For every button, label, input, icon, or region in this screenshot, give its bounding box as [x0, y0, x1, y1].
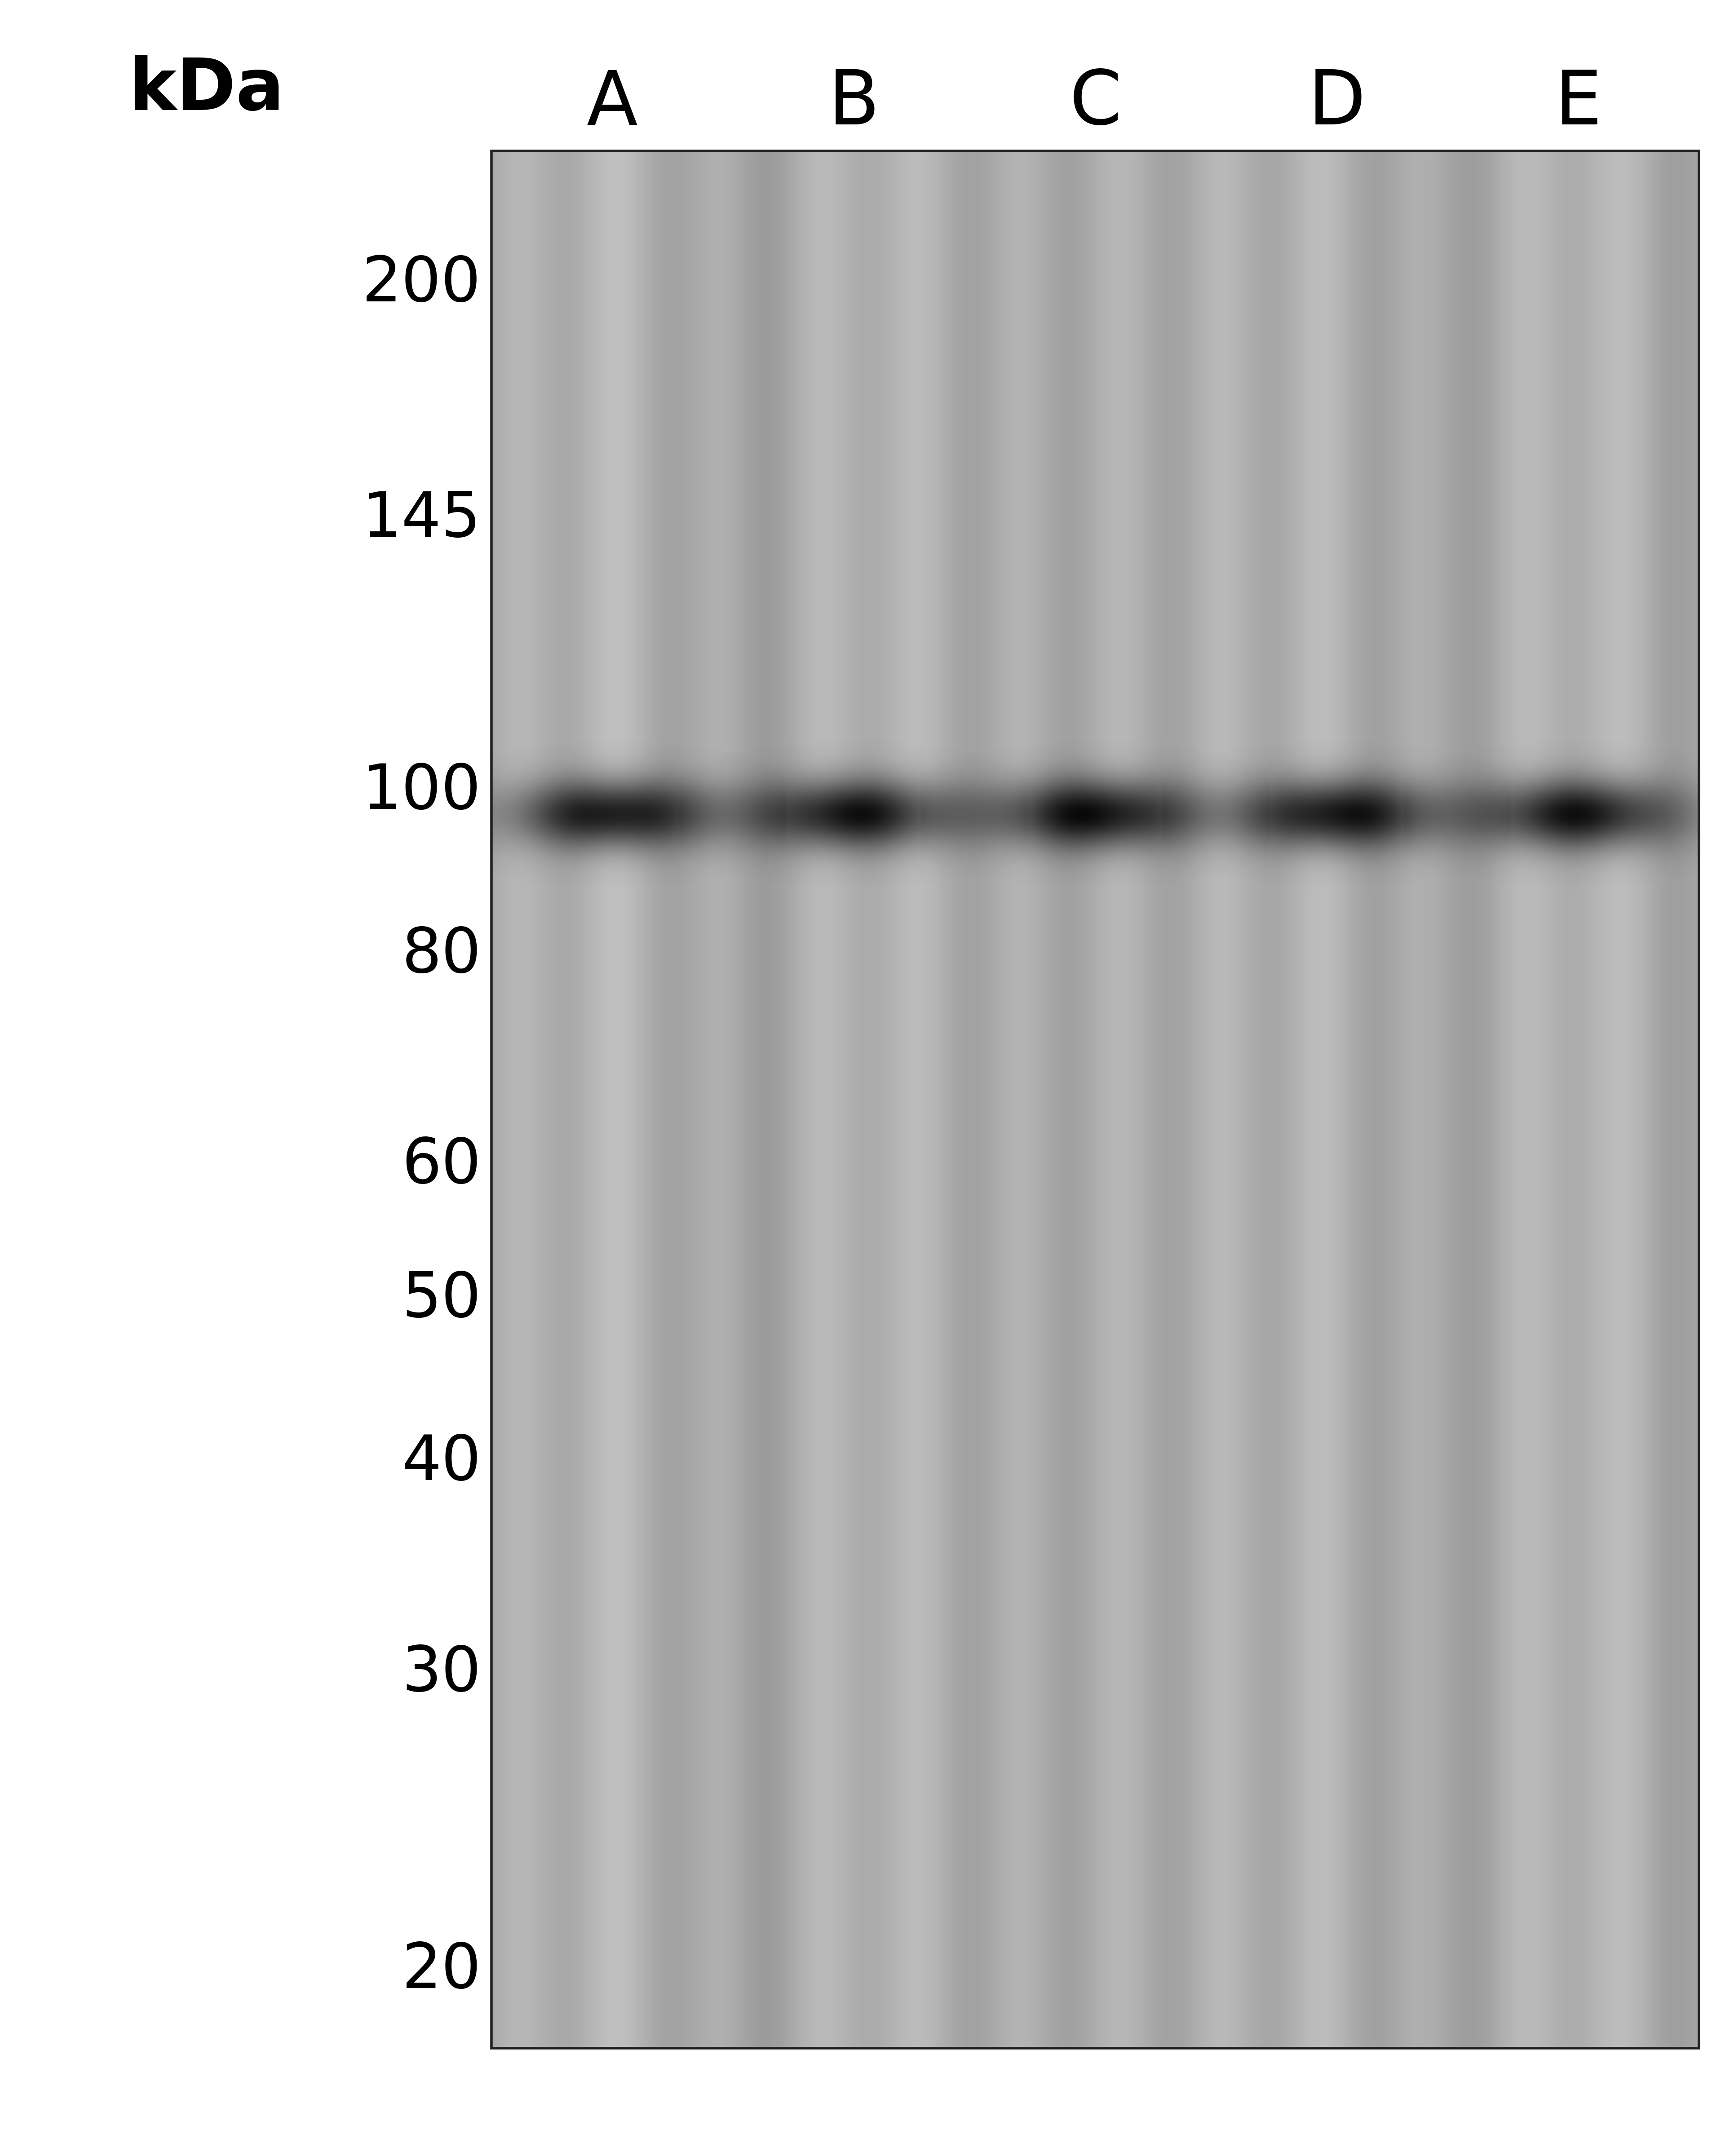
- Bar: [492, 151, 1699, 2048]
- Text: D: D: [1308, 67, 1366, 140]
- Text: 100: 100: [362, 761, 481, 821]
- Text: 40: 40: [402, 1432, 481, 1494]
- Text: C: C: [1070, 67, 1121, 140]
- Text: 20: 20: [402, 1940, 481, 2001]
- Text: B: B: [828, 67, 880, 140]
- Text: 60: 60: [402, 1136, 481, 1197]
- Text: 145: 145: [362, 489, 481, 550]
- Text: E: E: [1554, 67, 1603, 140]
- Text: 30: 30: [402, 1643, 481, 1703]
- Text: 50: 50: [402, 1270, 481, 1330]
- Text: kDa: kDa: [129, 56, 285, 125]
- Text: 80: 80: [402, 925, 481, 985]
- Text: A: A: [587, 67, 638, 140]
- Text: 200: 200: [362, 254, 481, 315]
